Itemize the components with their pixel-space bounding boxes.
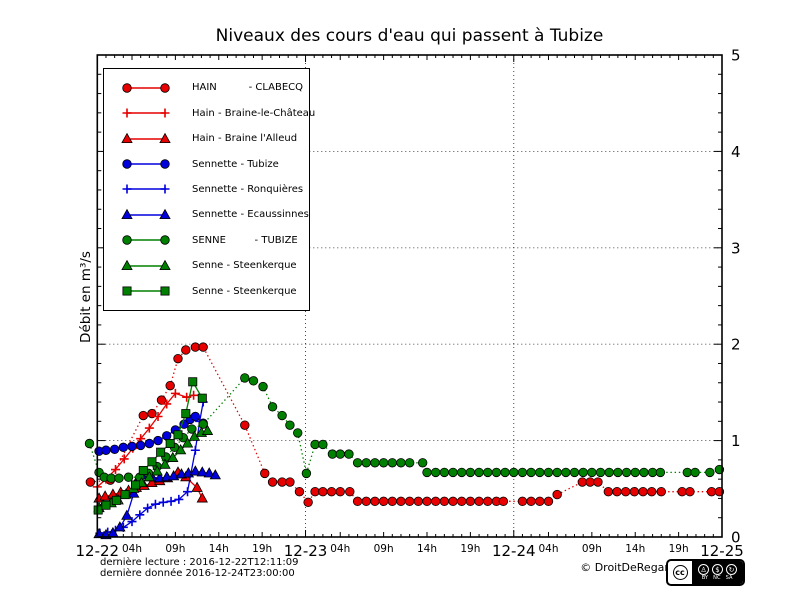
x-tick-hour-label: 09h xyxy=(374,543,394,555)
legend-item: Hain - Braine-le-Château xyxy=(117,101,315,125)
legend-triangle-marker-icon xyxy=(121,208,171,219)
x-tick-hour-label: 19h xyxy=(252,543,272,555)
x-tick-day-label: 12-23 xyxy=(284,542,328,560)
legend-item: Sennette - Tubize xyxy=(117,152,309,176)
x-tick-hour-label: 14h xyxy=(625,543,645,555)
y-tick-label: 3 xyxy=(731,239,741,257)
legend-item: Hain - Braine l'Alleud xyxy=(117,127,309,151)
y-tick-label: 5 xyxy=(731,47,741,65)
cc-sa-arrow-icon: ↻ xyxy=(726,564,737,575)
series-hain-clabecq xyxy=(85,342,725,507)
legend-triangle-marker-icon xyxy=(121,132,171,143)
legend-item-label: Hain - Braine l'Alleud xyxy=(192,133,298,145)
series-sennette-tubize xyxy=(94,411,208,456)
legend-item-label: SENNE - TUBIZE xyxy=(192,234,298,246)
x-tick-hour-label: 19h xyxy=(460,543,480,555)
x-tick-hour-label: 19h xyxy=(669,543,689,555)
x-tick-hour-label: 04h xyxy=(330,543,350,555)
cc-icon: cc xyxy=(668,561,692,584)
legend-item: Sennette - Ronquières xyxy=(117,177,309,201)
y-tick-label: 4 xyxy=(731,143,741,161)
legend-circle-marker-icon xyxy=(122,235,170,246)
cc-nc-label: NC xyxy=(713,574,721,581)
cc-sa-label: SA xyxy=(726,574,733,581)
cc-license-badge: cc ♙ $ ↻ BY NC SA xyxy=(666,559,745,586)
legend-item: Senne - Steenkerque xyxy=(117,254,309,278)
legend-circle-marker-icon xyxy=(122,159,170,169)
legend-item: Senne - Steenkerque xyxy=(117,279,309,303)
y-tick-label: 1 xyxy=(731,432,741,450)
cc-by-person-icon: ♙ xyxy=(698,564,709,575)
cc-by-label: BY xyxy=(702,574,709,581)
series-senne-steenkerque-aval xyxy=(93,377,207,515)
y-tick-label: 2 xyxy=(731,336,741,354)
plot-border xyxy=(96,54,723,538)
x-tick-day-label: 12-24 xyxy=(492,542,536,560)
chart-title: Niveaux des cours d'eau qui passent à Tu… xyxy=(215,26,604,46)
legend-item-label: Senne - Steenkerque xyxy=(192,285,297,297)
legend-item-label: Senne - Steenkerque xyxy=(192,260,297,272)
x-tick-hour-label: 04h xyxy=(538,543,558,555)
legend: HAIN - CLABECQ Hain - Braine-le-Château Ha… xyxy=(103,68,315,311)
legend-triangle-marker-icon xyxy=(121,259,171,270)
legend-item-label: Sennette - Ronquières xyxy=(192,183,304,195)
cc-nc-dollar-icon: $ xyxy=(712,564,723,575)
copyright-text: © DroitDeRegard.be xyxy=(580,561,693,574)
legend-item: SENNE - TUBIZE xyxy=(117,228,309,252)
legend-plus-marker-icon xyxy=(122,108,170,118)
legend-square-marker-icon xyxy=(122,286,170,296)
x-tick-hour-label: 14h xyxy=(417,543,437,555)
legend-item-label: Sennette - Tubize xyxy=(192,158,279,170)
legend-item: Sennette - Ecaussinnes xyxy=(117,203,309,227)
x-tick-day-label: 12-22 xyxy=(76,542,120,560)
legend-item-label: Sennette - Ecaussinnes xyxy=(192,209,309,221)
legend-circle-marker-icon xyxy=(122,83,170,93)
y-tick-label: 0 xyxy=(731,529,741,547)
legend-item: HAIN - CLABECQ xyxy=(117,76,309,100)
legend-plus-marker-icon xyxy=(122,184,170,194)
footer-last-read: dernière lecture : 2016-12-22T12:11:09 xyxy=(100,557,299,568)
legend-item-label: Hain - Braine-le-Château xyxy=(192,107,316,119)
series-sennette-ecaussinnes xyxy=(93,465,221,540)
x-tick-day-label: 12-25 xyxy=(700,542,744,560)
x-tick-hour-label: 09h xyxy=(582,543,602,555)
footer-last-data: dernière donnée 2016-12-24T23:00:00 xyxy=(100,568,295,579)
x-tick-hour-label: 09h xyxy=(165,543,185,555)
x-tick-hour-label: 14h xyxy=(209,543,229,555)
x-tick-hour-label: 04h xyxy=(122,543,142,555)
legend-item-label: HAIN - CLABECQ xyxy=(192,82,304,94)
